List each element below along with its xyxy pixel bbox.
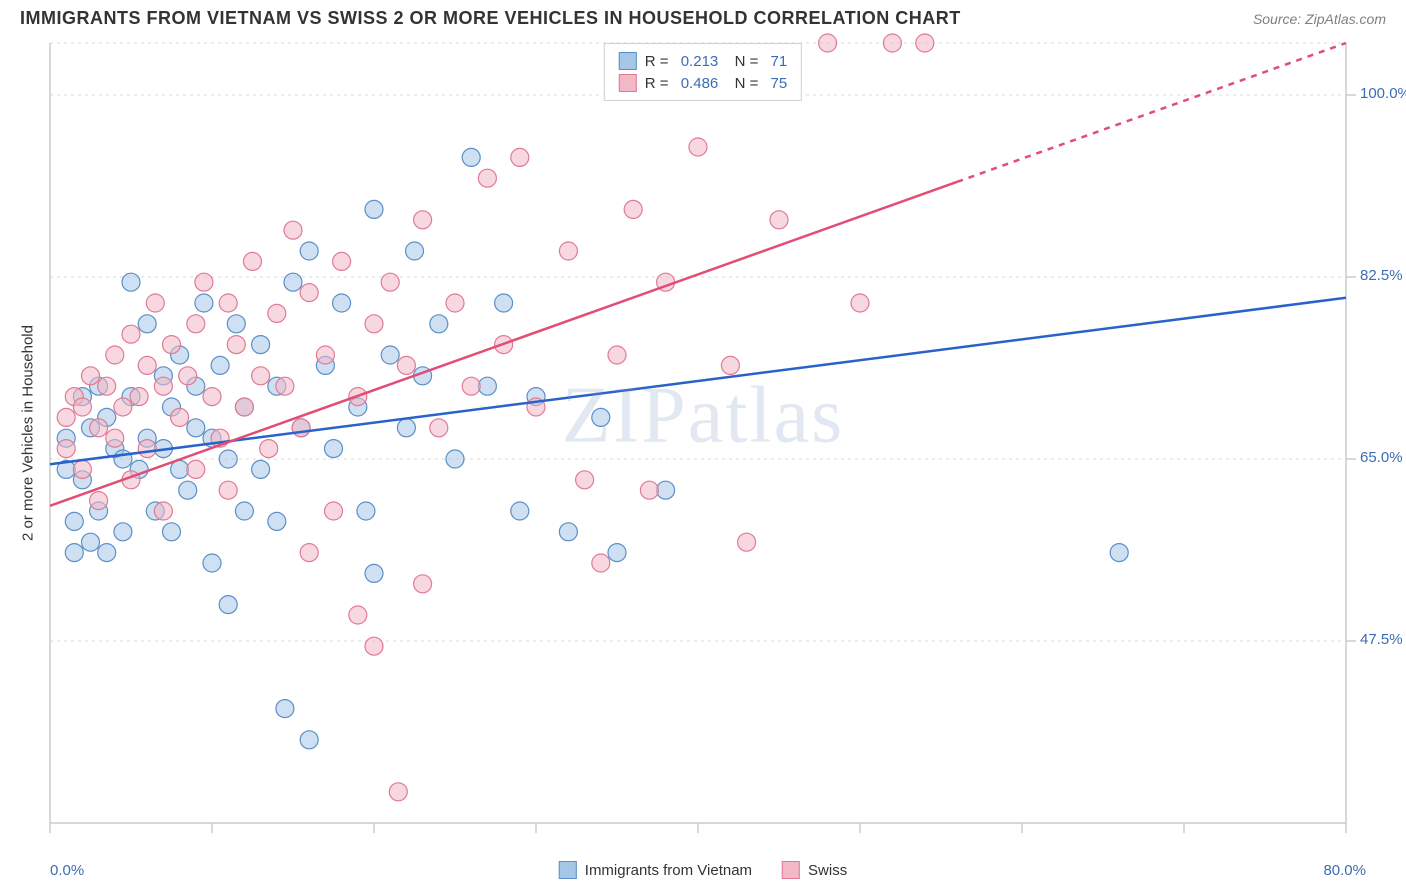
- legend-r-value: 0.213: [681, 53, 719, 70]
- legend-item-label: Swiss: [808, 862, 847, 879]
- legend-correlation: R = 0.213 N = 71 R = 0.486 N = 75: [604, 43, 802, 101]
- legend-r-label: R =: [645, 53, 673, 70]
- chart-container: 2 or more Vehicles in Household ZIPatlas…: [0, 33, 1406, 883]
- legend-n-label: N =: [726, 75, 762, 92]
- legend-item-vietnam: Immigrants from Vietnam: [559, 861, 752, 879]
- y-tick-label: 82.5%: [1360, 267, 1403, 284]
- y-tick-label: 65.0%: [1360, 449, 1403, 466]
- chart-title: IMMIGRANTS FROM VIETNAM VS SWISS 2 OR MO…: [20, 8, 961, 29]
- legend-item-label: Immigrants from Vietnam: [585, 862, 752, 879]
- legend-swatch-swiss: [782, 861, 800, 879]
- legend-n-value: 75: [771, 75, 788, 92]
- legend-row-vietnam: R = 0.213 N = 71: [619, 50, 787, 72]
- legend-n-value: 71: [771, 53, 788, 70]
- x-axis-max-label: 80.0%: [1323, 862, 1366, 879]
- title-bar: IMMIGRANTS FROM VIETNAM VS SWISS 2 OR MO…: [0, 0, 1406, 33]
- y-tick-label: 100.0%: [1360, 85, 1406, 102]
- source-label: Source: ZipAtlas.com: [1253, 11, 1386, 27]
- legend-row-swiss: R = 0.486 N = 75: [619, 72, 787, 94]
- legend-r-label: R =: [645, 75, 673, 92]
- legend-item-swiss: Swiss: [782, 861, 847, 879]
- y-tick-label: 47.5%: [1360, 631, 1403, 648]
- scatter-chart-svg: [46, 33, 1406, 863]
- legend-swatch-swiss: [619, 74, 637, 92]
- y-axis-label: 2 or more Vehicles in Household: [20, 325, 37, 541]
- legend-n-label: N =: [726, 53, 762, 70]
- legend-r-value: 0.486: [681, 75, 719, 92]
- legend-swatch-vietnam: [619, 52, 637, 70]
- legend-series: Immigrants from Vietnam Swiss: [559, 861, 847, 879]
- legend-swatch-vietnam: [559, 861, 577, 879]
- x-axis-min-label: 0.0%: [50, 862, 84, 879]
